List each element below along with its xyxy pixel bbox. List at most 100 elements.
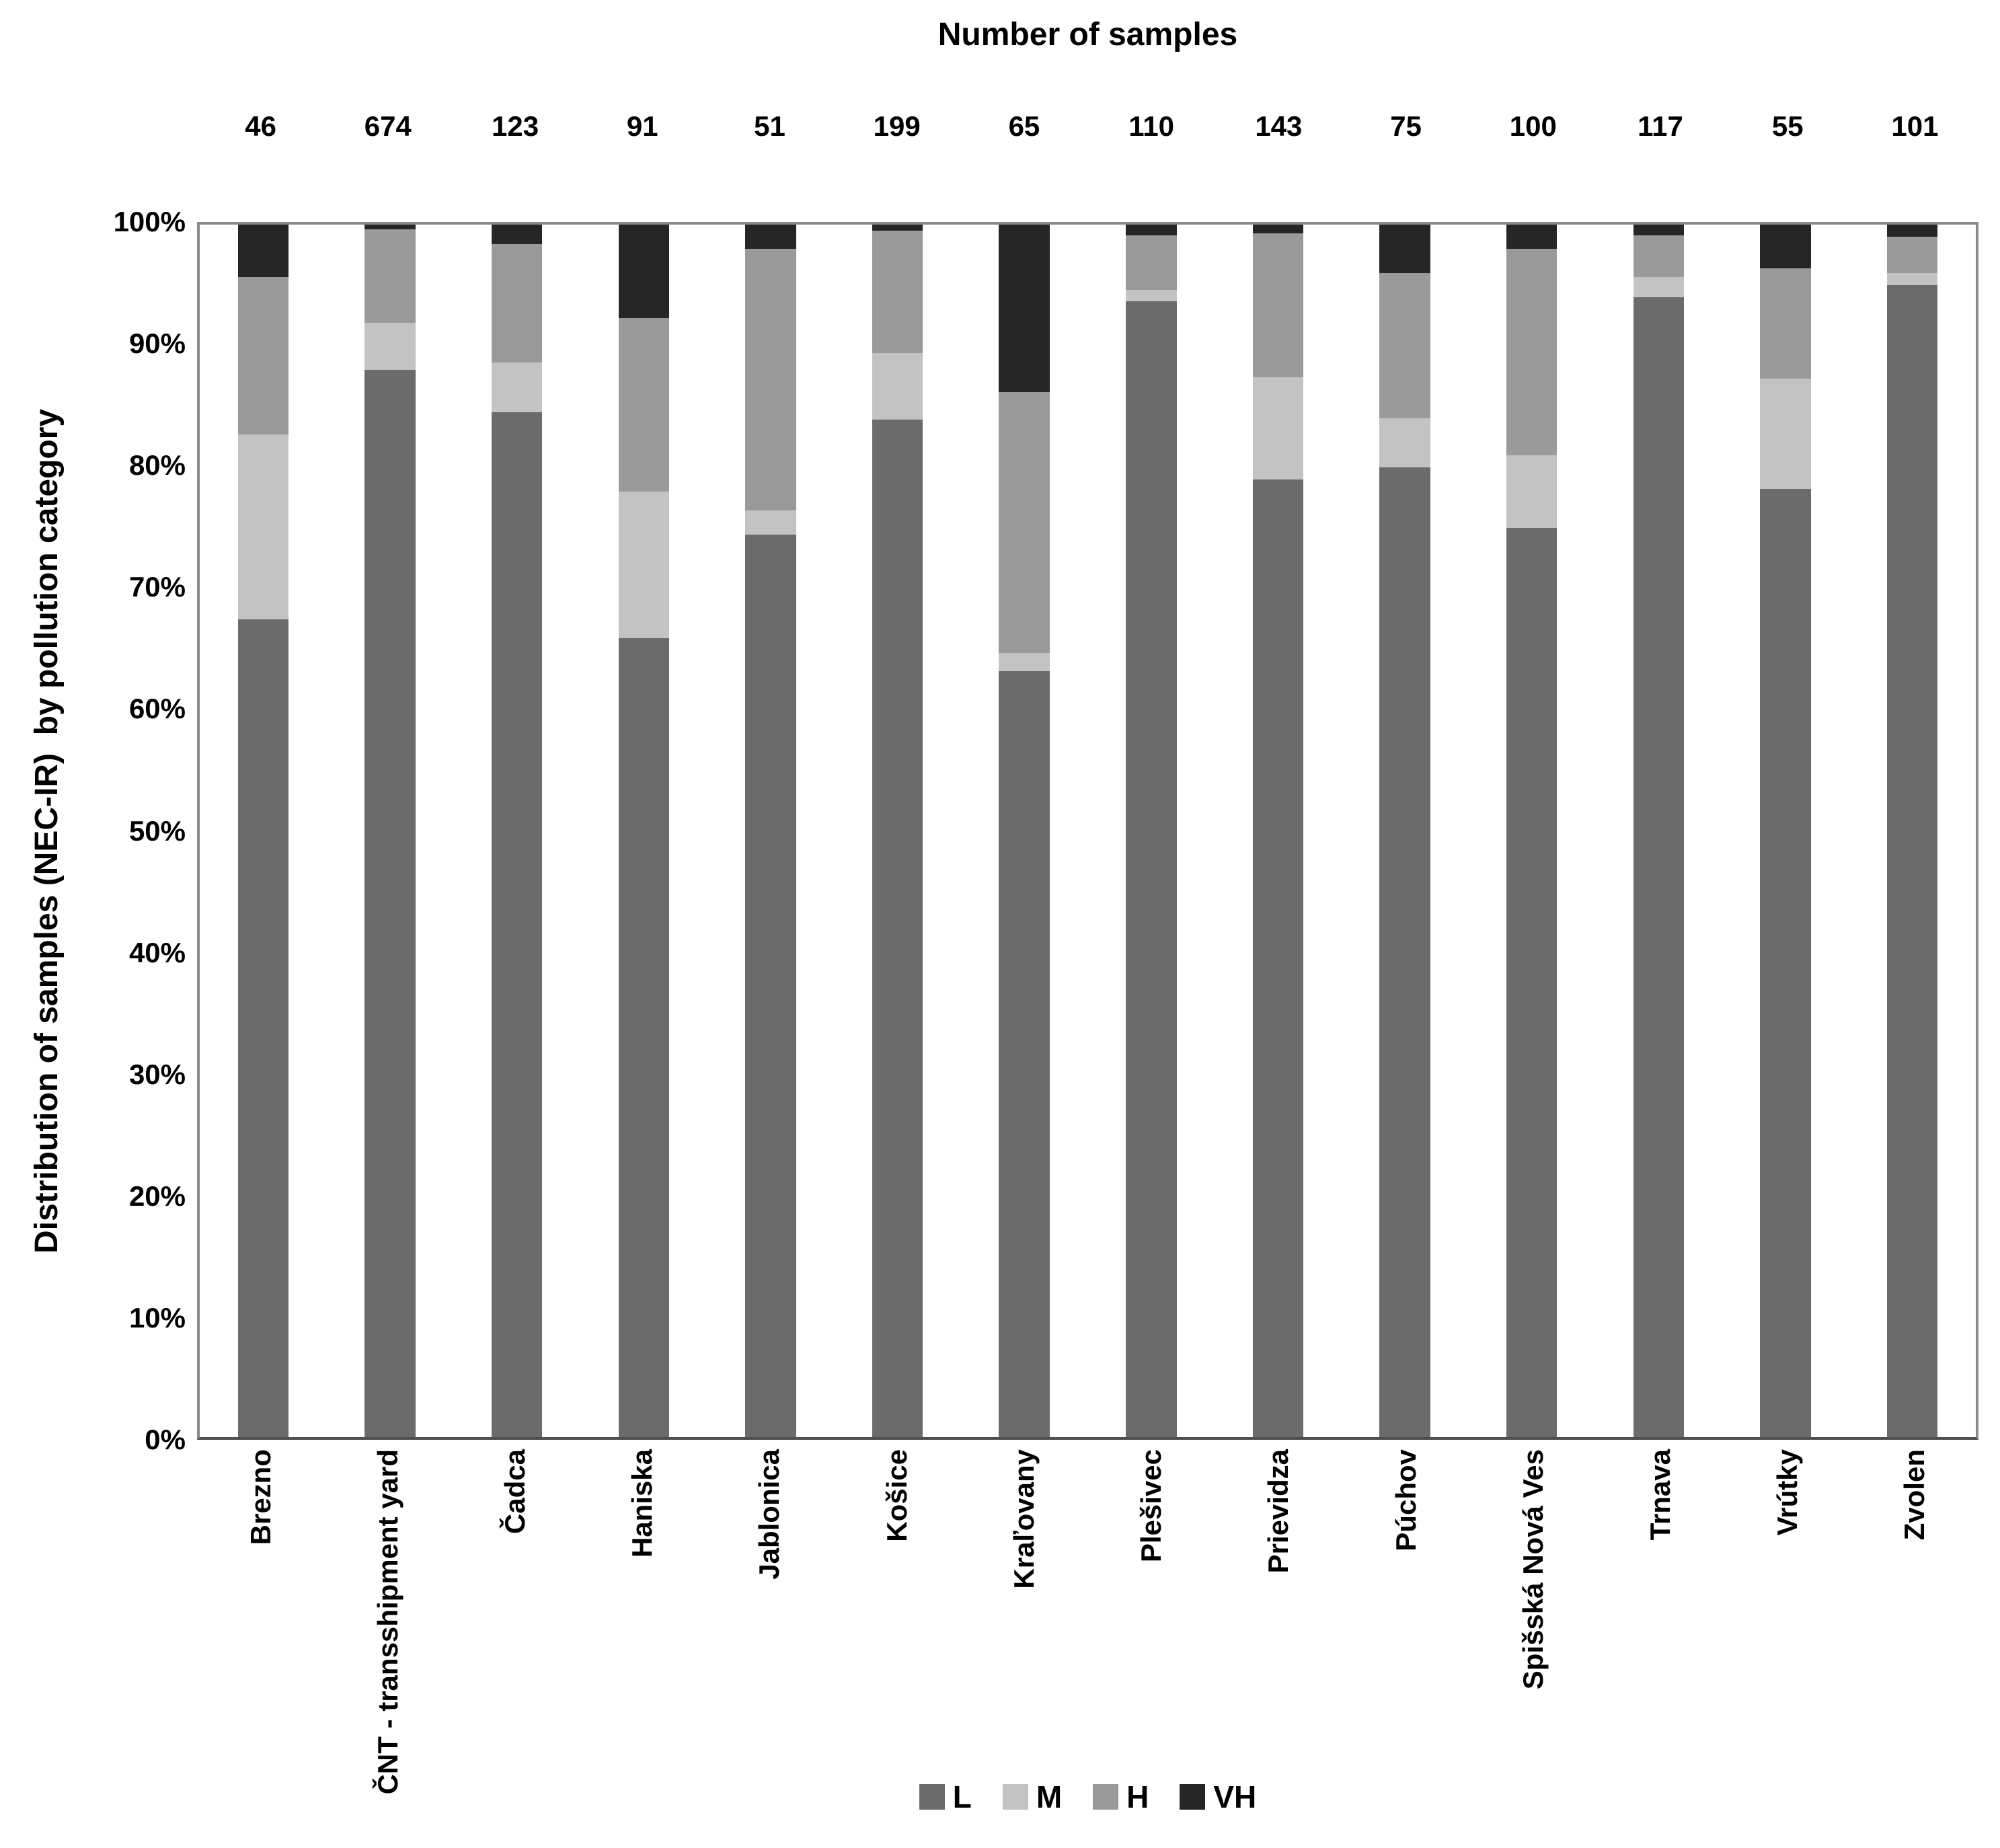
x-category-slot: Trnava [1597,1449,1724,1738]
legend-item: VH [1180,1778,1256,1816]
bar-segment-h [1760,268,1811,379]
bar-segment-m [491,362,543,413]
stacked-bar [491,225,543,1437]
bar-segment-l [491,412,543,1437]
bar-slot [834,225,961,1437]
bar-slot [1342,225,1469,1437]
sample-count: 75 [1390,110,1422,142]
sample-count: 100 [1509,110,1557,142]
sample-count: 117 [1638,110,1683,142]
bar-segment-h [237,276,289,435]
bar-segment-vh [491,225,543,244]
x-category-slot: Vrútky [1724,1449,1851,1738]
x-category-label: Zvolen [1898,1449,1931,1541]
x-category-label: Spišská Nová Ves [1516,1449,1549,1690]
sample-count: 110 [1128,110,1175,142]
bar-segment-h [364,229,416,323]
legend-item: L [919,1778,972,1816]
x-category-slot: Čadca [451,1449,578,1738]
x-category-label: Vrútky [1771,1449,1804,1536]
stacked-bar [745,225,796,1437]
bar-segment-l [1379,467,1430,1437]
bar-segment-vh [872,225,923,231]
sample-count: 46 [245,110,276,142]
stacked-bar [1126,225,1177,1437]
y-axis-title: Distribution of samples (NEC-IR) by poll… [29,408,65,1254]
legend-swatch-h [1093,1784,1119,1810]
bar-slot [200,225,327,1437]
bar-segment-m [1886,273,1938,286]
x-category-label: Trnava [1644,1449,1677,1541]
bar-segment-m [1252,377,1304,479]
y-tick-label: 30% [128,1058,186,1090]
bar-segment-vh [1760,225,1811,268]
x-category-label: Brezno [244,1449,276,1545]
legend-item: M [1002,1778,1062,1816]
bar-segment-m [618,491,669,638]
bar-segment-m [999,653,1050,672]
sample-count: 199 [873,110,921,142]
plot-area [197,222,1978,1440]
x-category-label: Čadca [499,1449,531,1535]
x-category-label: Kraľovany [1007,1449,1040,1589]
stacked-bar [237,225,289,1437]
bar-slot [453,225,580,1437]
bar-slot [1722,225,1849,1437]
stacked-bar [1252,225,1304,1437]
bar-segment-vh [1886,225,1938,237]
x-category-slot: Brezno [197,1449,324,1738]
legend: L M H VH [197,1777,1978,1817]
stacked-bar [1379,225,1430,1437]
y-tick-label: 40% [128,936,186,968]
bar-slot [1468,225,1595,1437]
bar-segment-m [1506,455,1557,528]
bar-segment-h [999,392,1050,654]
bar-segment-h [1252,233,1304,378]
x-category-slot: Prievidza [1215,1449,1342,1738]
stacked-bar [364,225,416,1437]
bar-segment-h [491,243,543,363]
x-category-slot: Kraľovany [960,1449,1087,1738]
bar-segment-h [618,317,669,492]
x-category-label: Púchov [1389,1449,1422,1551]
x-category-slot: Košice [833,1449,960,1738]
x-category-label: Košice [880,1449,913,1542]
y-tick-label: 50% [128,814,186,847]
legend-swatch-vh [1180,1784,1206,1810]
sample-count: 51 [754,110,785,142]
y-tick-label: 10% [128,1301,186,1334]
bar-slot [1087,225,1215,1437]
legend-label: H [1126,1779,1149,1814]
bar-segment-m [1379,418,1430,467]
bar-slot [1595,225,1722,1437]
y-tick-label: 80% [128,449,186,482]
x-category-slot: ČNT - transshipment yard [324,1449,451,1794]
bar-segment-h [1886,237,1938,274]
bar-slot [327,225,454,1437]
bar-segment-l [1126,301,1177,1437]
bar-slot [580,225,707,1437]
bar-segment-vh [999,225,1050,393]
x-category-slot: Jablonica [706,1449,833,1738]
bar-segment-m [1633,276,1685,298]
legend-item: H [1093,1778,1149,1816]
bar-segment-l [872,420,923,1437]
bar-segment-vh [1379,225,1430,274]
y-tick-label: 0% [145,1424,186,1455]
x-category-slot: Plešivec [1088,1449,1215,1738]
bar-segment-l [1633,297,1685,1437]
bar-segment-vh [237,225,289,277]
y-tick-label: 60% [128,693,186,725]
y-tick-label: 100% [113,206,186,237]
bar-segment-l [745,535,796,1437]
x-axis-category-labels: Brezno ČNT - transshipment yard Čadca Hanis… [197,1449,1978,1794]
sample-count: 101 [1891,110,1939,142]
y-axis-tick-labels: 0% 10% 20% 30% 40% 50% 60% 70% 80% 90% 100% [0,0,186,1848]
stacked-bar [872,225,923,1437]
y-tick-label: 70% [128,571,186,603]
x-category-slot: Haniska [579,1449,706,1738]
sample-count: 91 [626,110,658,142]
bar-segment-l [237,619,289,1437]
stacked-bar [1886,225,1938,1437]
